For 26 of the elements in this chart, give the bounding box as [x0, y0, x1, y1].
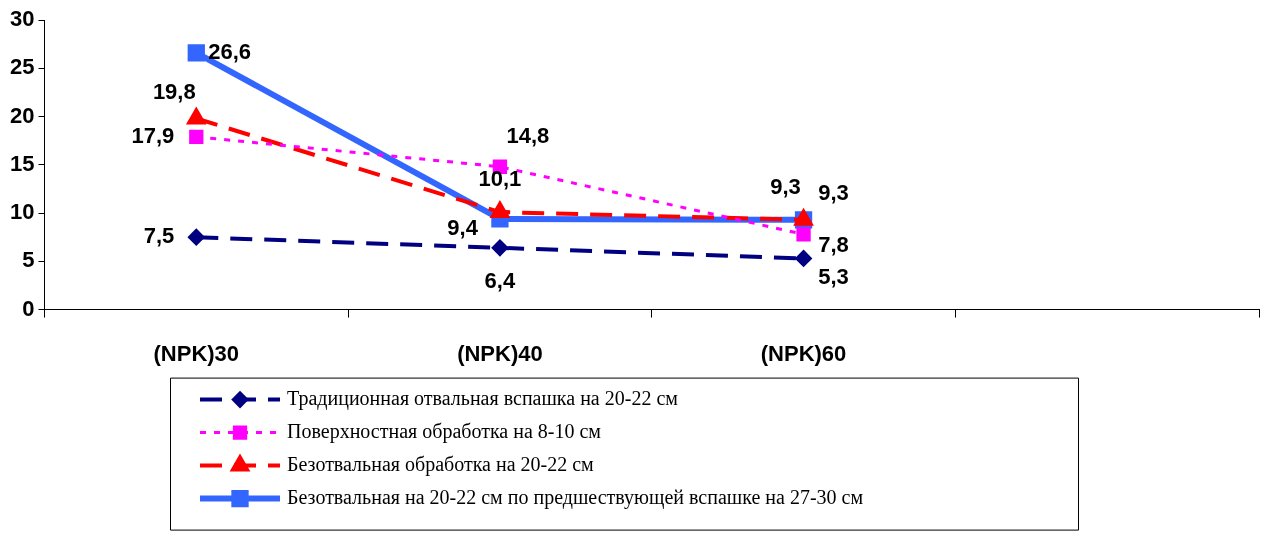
y-tick-label: 15 — [9, 150, 35, 176]
data-label: 7,5 — [143, 223, 175, 249]
data-label: 19,8 — [152, 78, 196, 104]
data-label: 9,3 — [818, 179, 849, 205]
data-label: 9,3 — [770, 173, 801, 199]
legend-label: Традиционная отвальная вспашка на 20-22 см — [287, 386, 679, 410]
data-label: 7,8 — [818, 232, 849, 258]
legend-label: Безотвальная обработка на 20-22 см — [287, 452, 595, 476]
legend-label: Поверхностная обработка на 8-10 см — [287, 419, 602, 443]
x-tick-label: (NPK)60 — [760, 340, 847, 366]
data-label: 5,3 — [818, 264, 849, 290]
y-tick-label: 30 — [9, 6, 35, 32]
y-tick-label: 0 — [22, 295, 35, 321]
x-tick-label: (NPK)40 — [457, 340, 543, 366]
data-label: 14,8 — [506, 122, 550, 148]
y-tick-label: 10 — [9, 199, 35, 225]
data-label: 17,9 — [131, 122, 175, 148]
data-label: 10,1 — [478, 166, 522, 192]
data-label: 6,4 — [484, 267, 516, 293]
data-label: 9,4 — [447, 214, 479, 240]
data-label: 26,6 — [208, 38, 252, 64]
y-tick-label: 20 — [9, 102, 35, 128]
x-tick-label: (NPK)30 — [153, 340, 240, 366]
y-tick-label: 25 — [9, 54, 35, 80]
y-tick-label: 5 — [22, 247, 35, 273]
legend-label: Безотвальная на 20-22 см по предшествующей вспашке на 27-30 см — [287, 485, 864, 509]
